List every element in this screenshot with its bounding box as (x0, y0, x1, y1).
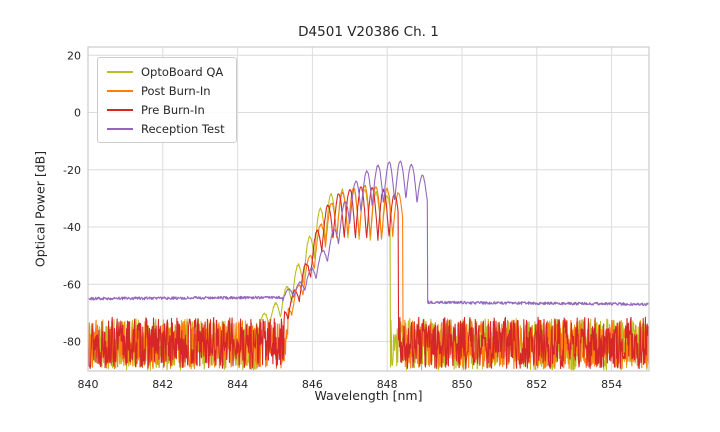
x-tick-label: 846 (302, 378, 323, 391)
legend-label: Pre Burn-In (141, 102, 205, 117)
x-tick-label: 848 (377, 378, 398, 391)
series-group (88, 160, 649, 371)
y-tick-label: 20 (67, 49, 81, 62)
y-tick-label: 0 (74, 107, 81, 120)
series-line-reception-test (88, 160, 649, 307)
y-tick-label: -40 (63, 221, 81, 234)
x-tick-label: 840 (78, 378, 99, 391)
legend-line-swatch (107, 127, 133, 130)
x-tick-label: 850 (452, 378, 473, 391)
legend-label: Reception Test (141, 121, 225, 136)
legend: OptoBoard QA Post Burn-In Pre Burn-In Recep… (97, 57, 237, 143)
legend-label: Post Burn-In (141, 83, 211, 98)
legend-item-reception-test: Reception Test (107, 121, 225, 136)
y-tick-label: -60 (63, 278, 81, 291)
legend-label: OptoBoard QA (141, 64, 224, 79)
y-tick-label: -20 (63, 164, 81, 177)
legend-line-swatch (107, 108, 133, 111)
legend-item-post-burn-in: Post Burn-In (107, 83, 225, 98)
x-axis-label: Wavelength [nm] (314, 388, 423, 403)
x-tick-label: 852 (526, 378, 547, 391)
series-line-pre-burn-in (88, 186, 649, 370)
legend-item-pre-burn-in: Pre Burn-In (107, 102, 225, 117)
x-tick-label: 842 (152, 378, 173, 391)
chart-title: D4501 V20386 Ch. 1 (298, 24, 439, 40)
legend-line-swatch (107, 89, 133, 92)
axes-border (87, 46, 650, 372)
legend-line-swatch (107, 70, 133, 73)
x-tick-label: 854 (601, 378, 622, 391)
legend-item-optoboard-qa: OptoBoard QA (107, 64, 225, 79)
y-tick-label: -80 (63, 336, 81, 349)
y-axis-label: Optical Power [dB] (32, 150, 48, 268)
x-tick-label: 844 (227, 378, 248, 391)
